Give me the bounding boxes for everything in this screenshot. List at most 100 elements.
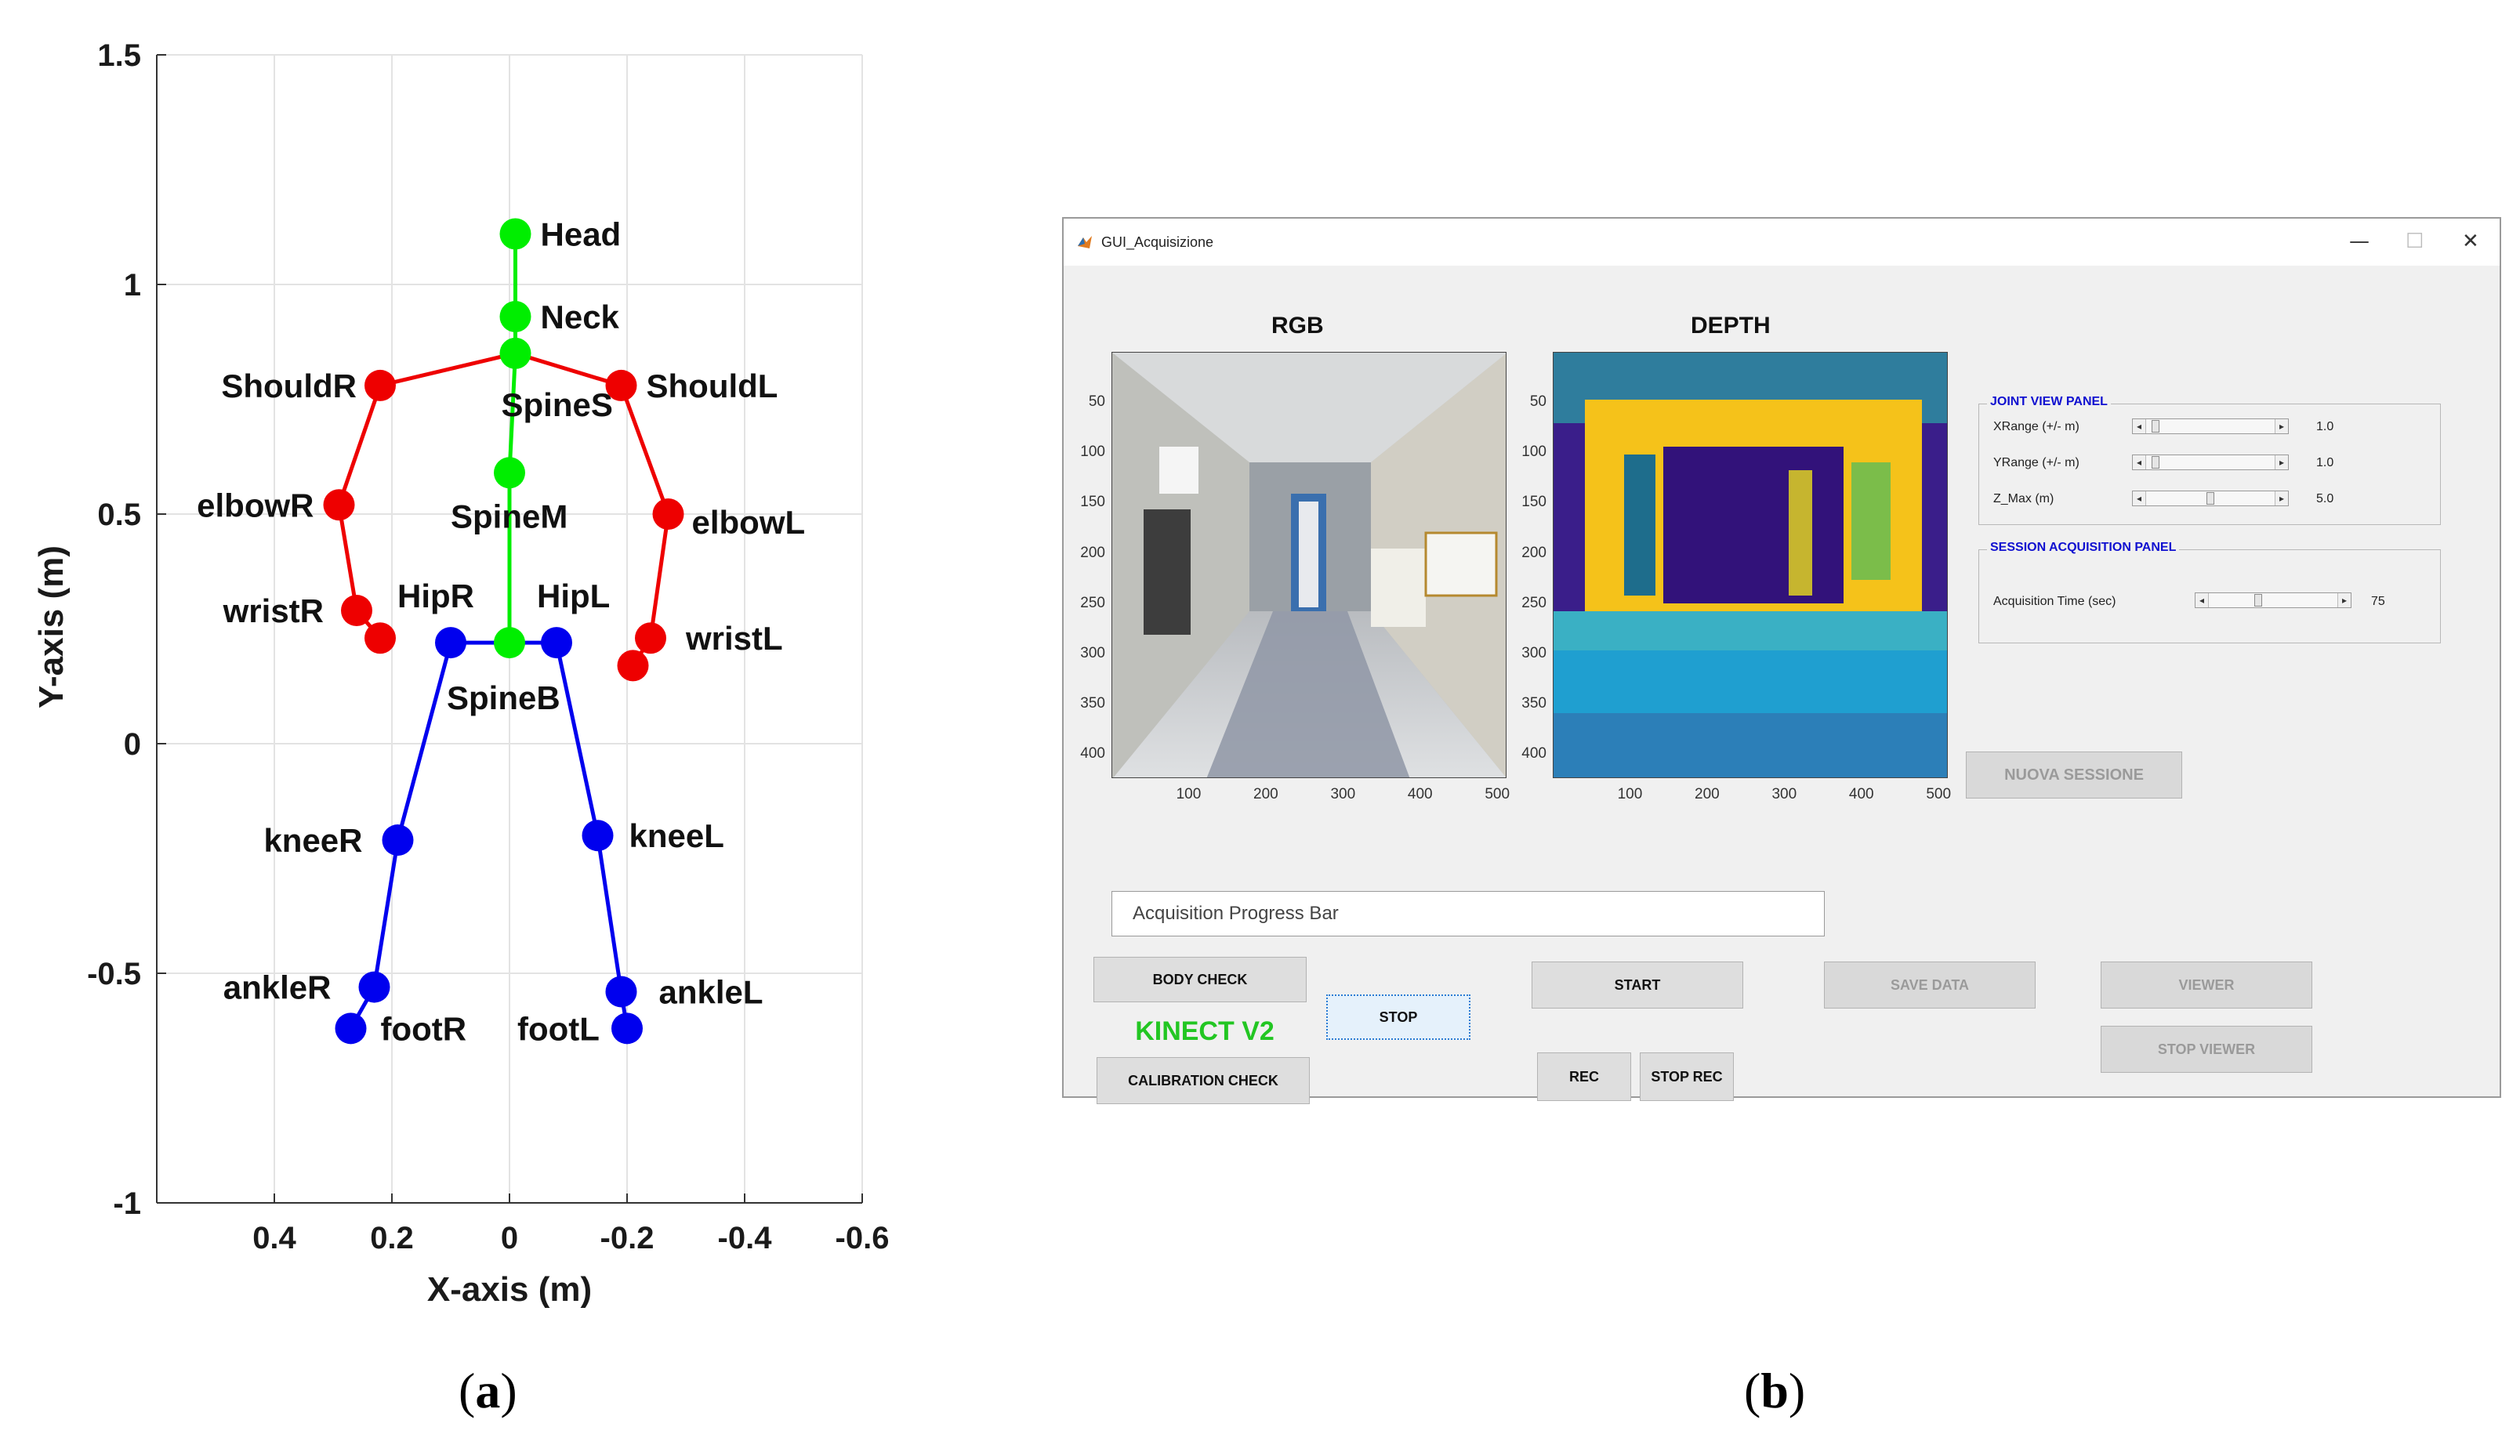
joint-kneel bbox=[582, 820, 614, 852]
joint-hipr-label: HipR bbox=[397, 578, 474, 614]
rgb-title: RGB bbox=[1271, 313, 1324, 339]
joint-slider-label: Z_Max (m) bbox=[1993, 492, 2054, 505]
y-tick-label: 50 bbox=[1088, 393, 1105, 411]
y-tick-label: 200 bbox=[1521, 544, 1546, 561]
joint-hipr bbox=[435, 627, 466, 659]
caption-b: (b) bbox=[1744, 1363, 1806, 1418]
y-tick-label: 250 bbox=[1521, 594, 1546, 611]
slider-thumb[interactable] bbox=[2206, 492, 2214, 505]
caption-b-label: b bbox=[1760, 1363, 1789, 1418]
joint-range-slider[interactable]: ◂ ▸ bbox=[2132, 418, 2289, 434]
chart-joints bbox=[323, 218, 684, 1045]
joint-neck bbox=[499, 301, 531, 333]
nuova-sessione-button[interactable]: NUOVA SESSIONE bbox=[1966, 752, 2182, 799]
joint-anklel bbox=[605, 976, 637, 1008]
stop-button[interactable]: STOP bbox=[1326, 994, 1470, 1040]
slider-left-arrow-icon[interactable]: ◂ bbox=[2133, 419, 2146, 433]
y-tick-label: 250 bbox=[1080, 594, 1105, 611]
y-tick-label: -0.5 bbox=[87, 957, 141, 991]
joint-hipl-label: HipL bbox=[537, 578, 610, 614]
y-axis-label: Y-axis (m) bbox=[32, 545, 71, 708]
joint-footr-label: footR bbox=[381, 1010, 467, 1047]
bone-line bbox=[514, 351, 622, 388]
joint-shouldr-label: ShouldR bbox=[221, 368, 357, 404]
joint-spines-label: SpineS bbox=[502, 386, 613, 423]
calibration-check-button[interactable]: CALIBRATION CHECK bbox=[1097, 1057, 1310, 1104]
joint-elbowl-label: elbowL bbox=[692, 504, 806, 541]
x-tick-label: -0.2 bbox=[600, 1221, 654, 1255]
joint-range-slider[interactable]: ◂ ▸ bbox=[2132, 491, 2289, 506]
bone-line bbox=[648, 513, 670, 639]
caption-a-label: a bbox=[475, 1363, 501, 1418]
chart-joint-labels: Head Neck SpineS SpineM SpineB ShouldR ShouldL… bbox=[197, 216, 805, 1048]
close-icon[interactable]: ✕ bbox=[2462, 230, 2479, 253]
joint-spinem-label: SpineM bbox=[451, 498, 567, 534]
maximize-icon[interactable]: ☐ bbox=[2406, 230, 2424, 253]
slider-left-arrow-icon[interactable]: ◂ bbox=[2195, 593, 2209, 607]
x-tick-label: 0.4 bbox=[252, 1221, 296, 1255]
rec-button[interactable]: REC bbox=[1537, 1052, 1631, 1101]
slider-thumb[interactable] bbox=[2254, 594, 2263, 607]
bone-line bbox=[596, 835, 623, 992]
x-tick-label: 300 bbox=[1330, 786, 1356, 802]
skeleton-chart: 0.4 0.2 0 -0.2 -0.4 -0.6 1.5 1 0.5 0 -0.5 -1 Head Ne… bbox=[32, 38, 889, 1309]
joint-wristl bbox=[635, 622, 666, 654]
bone-line bbox=[619, 385, 670, 515]
x-tick-label: 200 bbox=[1253, 786, 1278, 802]
joint-footl-label: footL bbox=[517, 1010, 600, 1047]
x-tick-label: 500 bbox=[1485, 786, 1510, 802]
acquisition-time-label: Acquisition Time (sec) bbox=[1993, 595, 2116, 608]
slider-right-arrow-icon[interactable]: ▸ bbox=[2275, 455, 2288, 469]
y-tick-label: 150 bbox=[1521, 494, 1546, 511]
joint-slider-label: YRange (+/- m) bbox=[1993, 456, 2079, 469]
joint-spines bbox=[499, 337, 531, 369]
joint-slider-label: XRange (+/- m) bbox=[1993, 420, 2079, 433]
joint-elbowr bbox=[323, 489, 355, 521]
acquisition-time-slider[interactable]: ◂ ▸ bbox=[2195, 592, 2351, 608]
start-button[interactable]: START bbox=[1532, 962, 1743, 1009]
stop-viewer-button[interactable]: STOP VIEWER bbox=[2101, 1026, 2312, 1073]
body-check-button[interactable]: BODY CHECK bbox=[1093, 957, 1307, 1002]
joint-footr bbox=[335, 1012, 367, 1045]
depth-camera-image bbox=[1553, 352, 1948, 778]
matlab-icon bbox=[1078, 236, 1092, 248]
y-tick-label: 100 bbox=[1521, 444, 1546, 461]
stop-rec-button[interactable]: STOP REC bbox=[1640, 1052, 1734, 1101]
chart-axes bbox=[156, 54, 863, 1204]
slider-thumb[interactable] bbox=[2151, 420, 2159, 433]
x-axis-label: X-axis (m) bbox=[427, 1270, 592, 1309]
chart-ticks: 0.4 0.2 0 -0.2 -0.4 -0.6 1.5 1 0.5 0 -0.5 -1 bbox=[87, 38, 889, 1255]
caption-a: (a) bbox=[459, 1363, 517, 1418]
slider-left-arrow-icon[interactable]: ◂ bbox=[2133, 455, 2146, 469]
joint-spineb-label: SpineB bbox=[447, 679, 560, 716]
y-tick-label: -1 bbox=[113, 1186, 141, 1221]
slider-right-arrow-icon[interactable]: ▸ bbox=[2275, 491, 2288, 505]
joint-slider-value: 1.0 bbox=[2316, 456, 2334, 469]
joint-neck-label: Neck bbox=[541, 299, 620, 335]
joint-wristr-label: wristR bbox=[223, 592, 324, 629]
bone-line bbox=[337, 385, 383, 506]
viewer-button[interactable]: VIEWER bbox=[2101, 962, 2312, 1009]
slider-right-arrow-icon[interactable]: ▸ bbox=[2275, 419, 2288, 433]
session-panel-title: SESSION ACQUISITION PANEL bbox=[1987, 541, 2180, 555]
joint-head bbox=[499, 218, 531, 250]
slider-right-arrow-icon[interactable]: ▸ bbox=[2337, 593, 2351, 607]
bone-line bbox=[372, 839, 400, 987]
joint-wristl-label: wristL bbox=[685, 620, 783, 657]
joint-slider-value: 1.0 bbox=[2316, 420, 2334, 433]
bone-line bbox=[554, 642, 600, 836]
x-tick-label: 0.2 bbox=[370, 1221, 414, 1255]
joint-elbowr-label: elbowR bbox=[197, 487, 314, 523]
joint-view-panel-title: JOINT VIEW PANEL bbox=[1987, 395, 2111, 409]
x-tick-label: 0 bbox=[501, 1221, 518, 1255]
y-tick-label: 350 bbox=[1080, 695, 1105, 712]
joint-range-slider[interactable]: ◂ ▸ bbox=[2132, 455, 2289, 470]
bone-line bbox=[337, 504, 359, 611]
x-tick-label: 500 bbox=[1926, 786, 1952, 802]
save-data-button[interactable]: SAVE DATA bbox=[1824, 962, 2036, 1009]
minimize-icon[interactable]: — bbox=[2349, 230, 2370, 253]
bone-line bbox=[379, 351, 517, 388]
slider-thumb[interactable] bbox=[2151, 456, 2159, 469]
slider-left-arrow-icon[interactable]: ◂ bbox=[2133, 491, 2146, 505]
joint-kneer-label: kneeR bbox=[263, 822, 362, 859]
